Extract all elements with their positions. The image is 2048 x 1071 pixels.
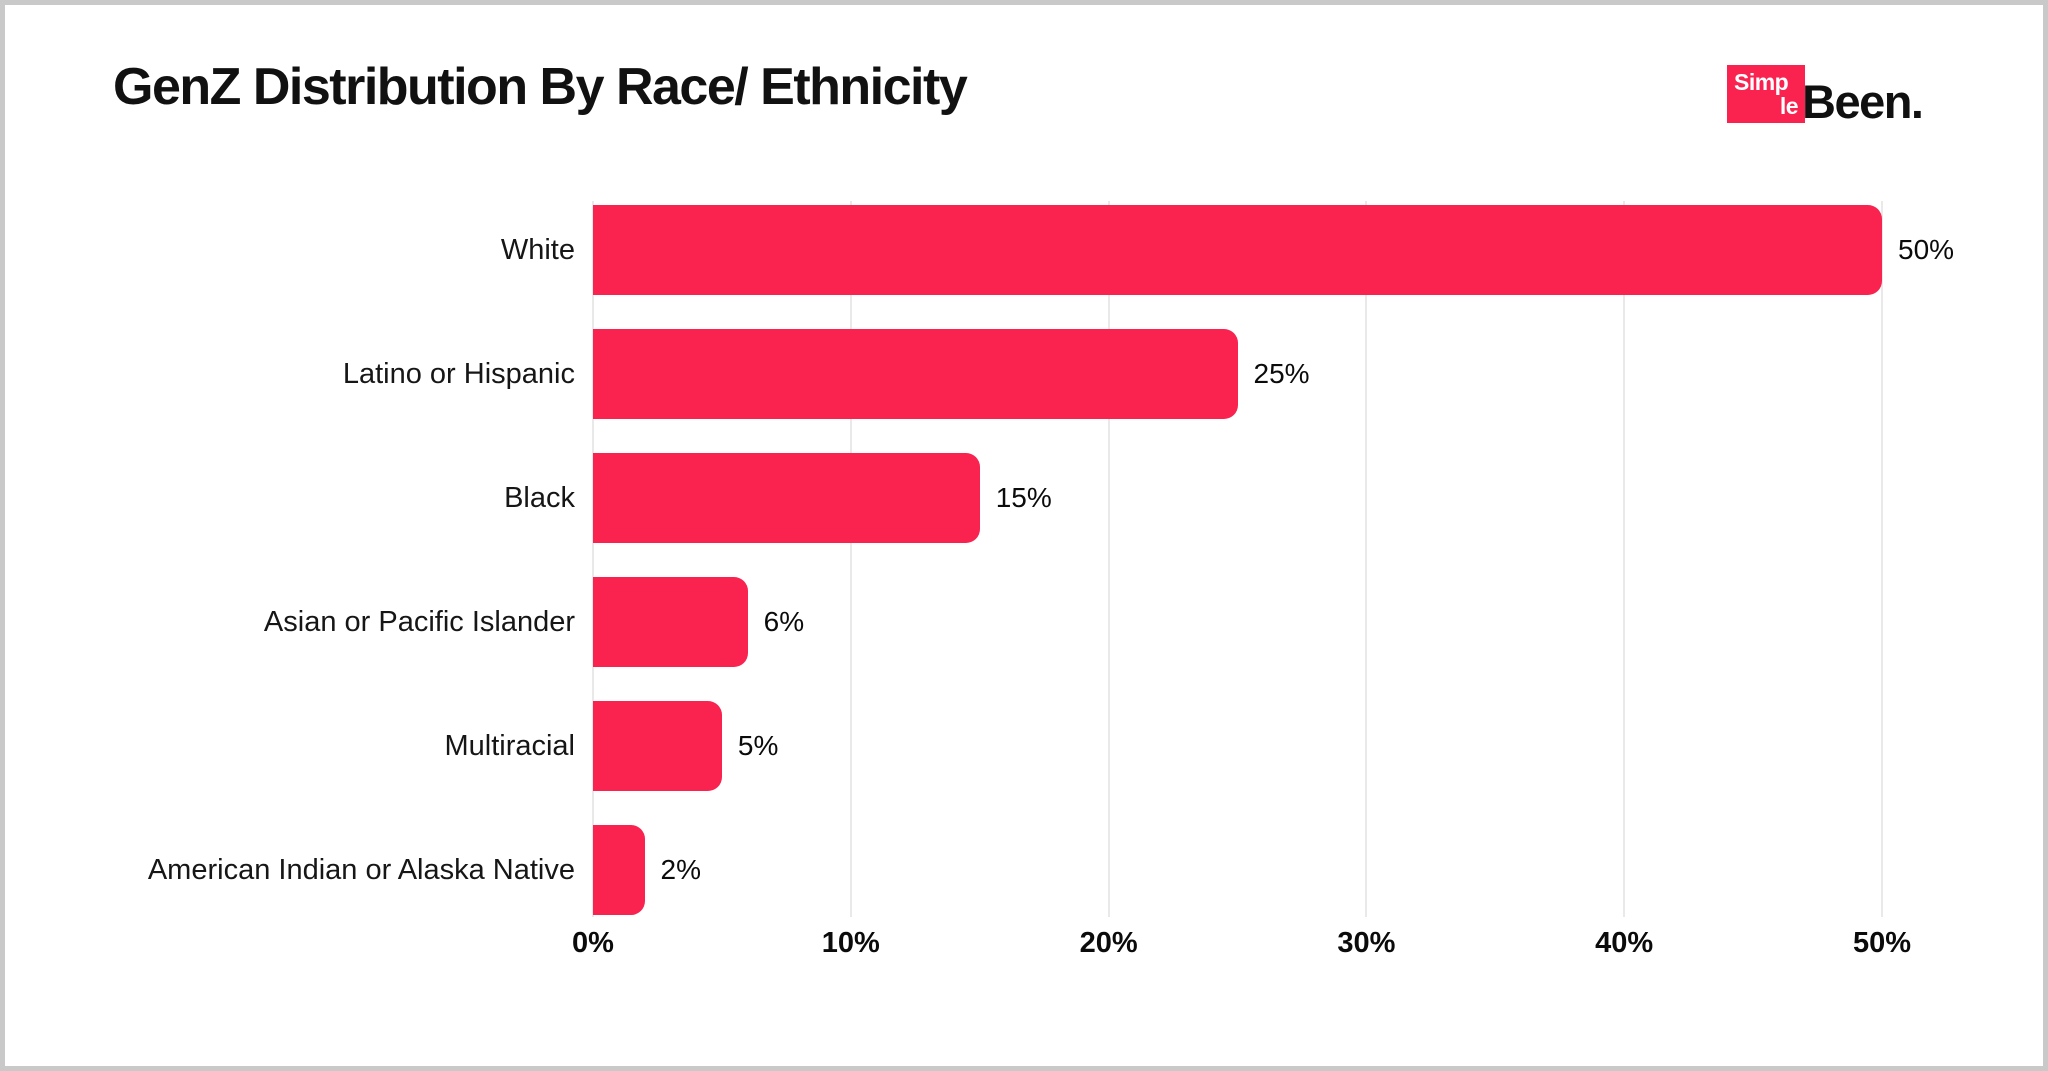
logo-box-line1: Simp bbox=[1734, 69, 1789, 95]
bar-value-label: 5% bbox=[737, 730, 779, 761]
bar-value-label: 50% bbox=[1898, 234, 1955, 265]
bar-value-label: 15% bbox=[995, 482, 1052, 513]
logo-box-line2: le bbox=[1779, 93, 1799, 119]
bar bbox=[593, 825, 645, 915]
x-tick-label: 50% bbox=[1852, 927, 1912, 959]
x-tick-label: 20% bbox=[1079, 927, 1138, 959]
x-tick-label: 0% bbox=[572, 927, 614, 959]
simplebeen-logo: Simp le Been. bbox=[1727, 65, 1924, 128]
gridline bbox=[849, 201, 852, 917]
x-tick-label: 10% bbox=[821, 927, 880, 959]
gridline bbox=[1107, 201, 1110, 917]
category-label: Asian or Pacific Islander bbox=[263, 606, 575, 638]
page-title: GenZ Distribution By Race/ Ethnicity bbox=[113, 58, 968, 116]
bar-value-label: 25% bbox=[1253, 358, 1310, 389]
category-label: Multiracial bbox=[444, 730, 575, 762]
bar bbox=[593, 701, 722, 791]
bar bbox=[593, 453, 980, 543]
logo-box: Simp le bbox=[1727, 65, 1805, 123]
gridline bbox=[1881, 201, 1883, 917]
bar bbox=[593, 329, 1238, 419]
bar-value-label: 2% bbox=[660, 854, 702, 885]
bar bbox=[593, 577, 748, 667]
gridline bbox=[1623, 201, 1626, 917]
bar-chart: 50% 25% 15% 6% 5% 2% bbox=[592, 201, 1954, 917]
category-label: White bbox=[500, 234, 575, 266]
gridline bbox=[1365, 201, 1368, 917]
category-label: Black bbox=[504, 482, 575, 514]
bar bbox=[593, 205, 1882, 295]
x-tick-label: 40% bbox=[1595, 927, 1654, 959]
gridline bbox=[592, 201, 594, 917]
logo-wordmark: Been. bbox=[1802, 74, 1924, 128]
x-tick-label: 30% bbox=[1337, 927, 1396, 959]
category-label: Latino or Hispanic bbox=[342, 358, 575, 390]
category-label: American Indian or Alaska Native bbox=[147, 854, 575, 886]
bar-value-label: 6% bbox=[763, 606, 805, 637]
